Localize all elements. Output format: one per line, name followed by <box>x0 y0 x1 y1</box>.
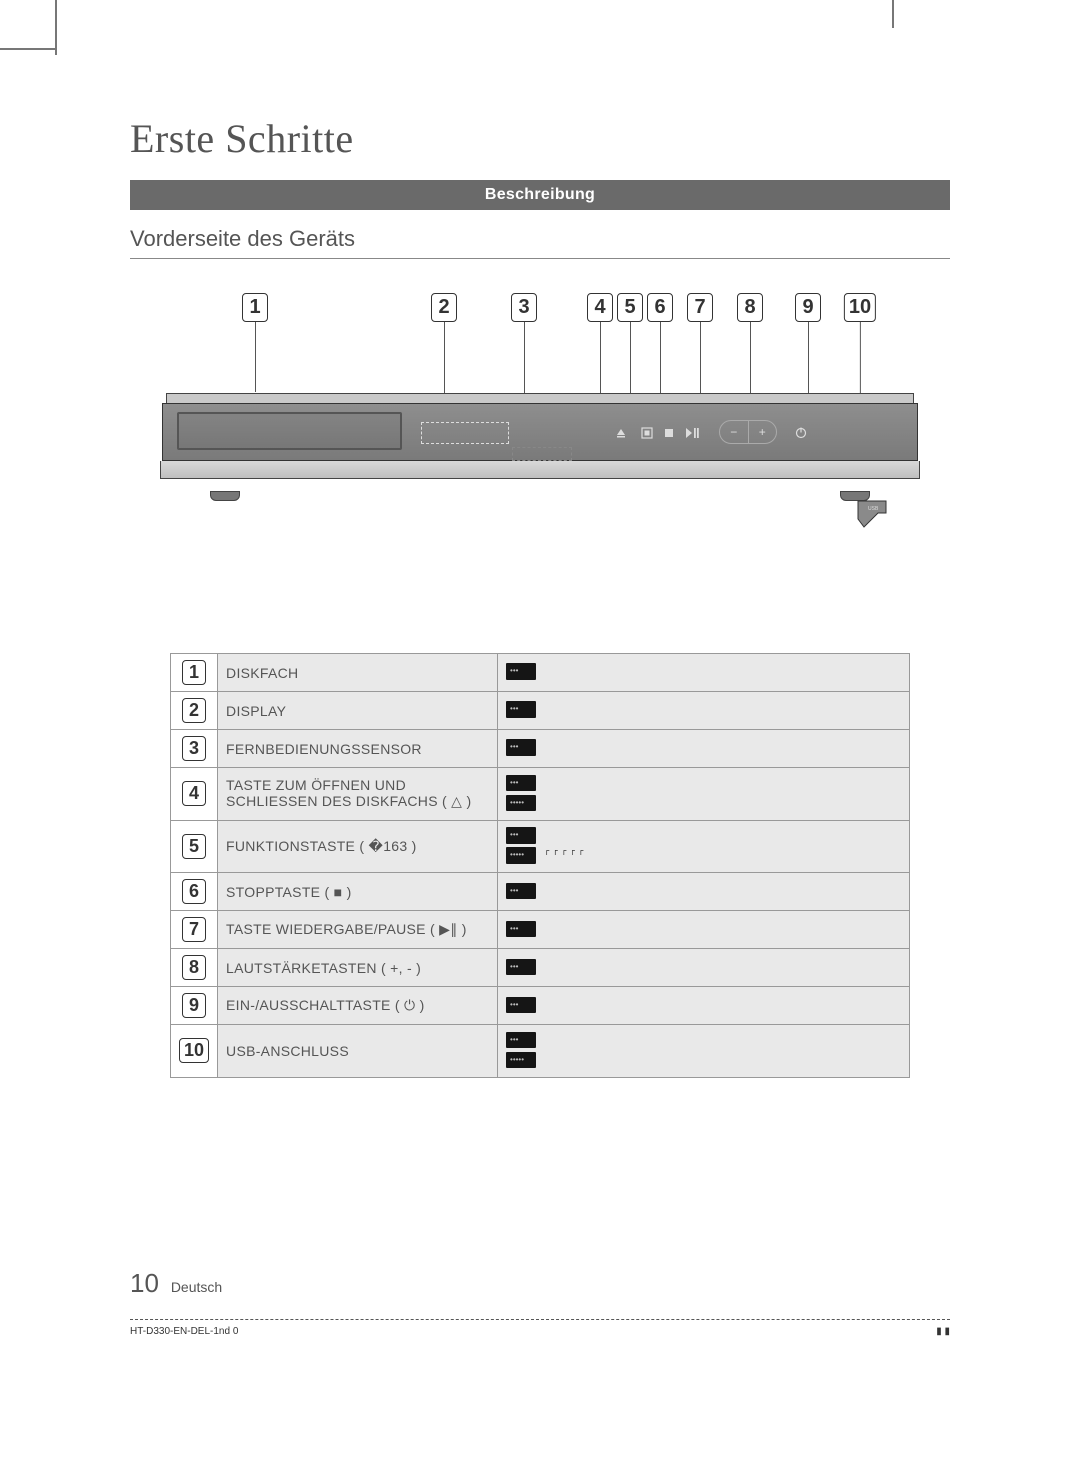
callout-number: 8 <box>737 293 763 322</box>
device-front-diagram: 1 2 3 45678 9 10 − + <box>160 293 920 513</box>
parts-row: 2 DISPLAY••• <box>171 692 910 730</box>
callout-2: 2 <box>431 293 457 404</box>
chapter-title: Erste Schritte <box>130 115 950 162</box>
callout-number: 1 <box>242 293 268 322</box>
page-number: 10 <box>130 1268 159 1298</box>
row-number-badge: 2 <box>182 698 206 723</box>
row-description: ••• <box>498 730 910 768</box>
parts-row: 7 TASTE WIEDERGABE/PAUSE ( ▶∥ )••• <box>171 911 910 949</box>
callout-number: 4 <box>587 293 613 322</box>
print-job-id: HT-D330-EN-DEL-1nd 0 <box>130 1326 238 1339</box>
row-description: ••• <box>498 654 910 692</box>
manual-page: Erste Schritte Beschreibung Vorderseite … <box>130 0 950 1078</box>
page-footer: 10 Deutsch <box>130 1268 222 1299</box>
parts-row: 4 TASTE ZUM ÖFFNEN UND SCHLIESSEN DES DIS… <box>171 768 910 821</box>
row-description: •••••••• <box>498 768 910 821</box>
parts-row: 5 FUNKTIONSTASTE ( �163 )•••••••• ⸀ ⸀ ⸀ ⸀… <box>171 820 910 873</box>
row-label: DISPLAY <box>218 692 498 730</box>
row-label: LAUTSTÄRKETASTEN ( +, - ) <box>218 949 498 987</box>
parts-row: 9 EIN-/AUSSCHALTTASTE ( ⏻ )••• <box>171 987 910 1025</box>
row-number-badge: 3 <box>182 736 206 761</box>
callout-1: 1 <box>242 293 268 392</box>
row-label: EIN-/AUSSCHALTTASTE ( ⏻ ) <box>218 987 498 1025</box>
parts-table: 1DISKFACH•••2DISPLAY•••3FERNBEDIENUNGSSE… <box>170 653 910 1078</box>
row-label: USB-ANSCHLUSS <box>218 1025 498 1078</box>
row-description: •••••••• <box>498 1025 910 1078</box>
parts-row: 10 USB-ANSCHLUSS•••••••• <box>171 1025 910 1078</box>
eject-icon <box>615 426 627 444</box>
volume-minus-icon: − <box>720 421 749 443</box>
row-number-badge: 1 <box>182 660 206 685</box>
row-description: ••• <box>498 949 910 987</box>
callout-number: 7 <box>687 293 713 322</box>
print-footer: HT-D330-EN-DEL-1nd 0 ▮ ▮ <box>130 1319 950 1339</box>
power-icon <box>795 426 807 444</box>
callout-7: 7 <box>687 293 713 408</box>
volume-buttons: − + <box>719 420 777 444</box>
row-number-badge: 6 <box>182 879 206 904</box>
volume-plus-icon: + <box>749 421 777 443</box>
row-label: TASTE WIEDERGABE/PAUSE ( ▶∥ ) <box>218 911 498 949</box>
callout-number: 9 <box>795 293 821 322</box>
row-number-badge: 8 <box>182 955 206 980</box>
parts-row: 1 DISKFACH••• <box>171 654 910 692</box>
usb-port-flap: USB <box>856 499 890 529</box>
row-description: ••• <box>498 987 910 1025</box>
play-pause-icon <box>685 426 699 444</box>
callout-5: 5 <box>617 293 643 408</box>
parts-row: 8 LAUTSTÄRKETASTEN ( +, - )••• <box>171 949 910 987</box>
callout-number: 5 <box>617 293 643 322</box>
row-number-badge: 9 <box>182 993 206 1018</box>
disc-tray <box>177 412 402 450</box>
callout-number: 6 <box>647 293 673 322</box>
subheading: Vorderseite des Geräts <box>130 226 950 259</box>
parts-row: 3 FERNBEDIENUNGSSENSOR••• <box>171 730 910 768</box>
callout-number: 3 <box>511 293 537 322</box>
row-description: ••• <box>498 873 910 911</box>
device-body: − + USB <box>160 393 920 491</box>
callout-9: 9 <box>795 293 821 408</box>
row-label: TASTE ZUM ÖFFNEN UND SCHLIESSEN DES DISK… <box>218 768 498 821</box>
row-number-badge: 10 <box>179 1038 209 1063</box>
row-label: FUNKTIONSTASTE ( �163 ) <box>218 820 498 873</box>
display-area <box>421 422 509 444</box>
row-description: ••• <box>498 911 910 949</box>
row-label: DISKFACH <box>218 654 498 692</box>
row-number-badge: 7 <box>182 917 206 942</box>
callout-6: 6 <box>647 293 673 408</box>
stop-icon <box>663 426 675 444</box>
remote-sensor <box>512 447 572 461</box>
function-icon <box>641 426 653 444</box>
parts-row: 6 STOPPTASTE ( ■ )••• <box>171 873 910 911</box>
row-label: FERNBEDIENUNGSSENSOR <box>218 730 498 768</box>
callout-number: 10 <box>844 293 876 322</box>
row-number-badge: 5 <box>182 834 206 859</box>
callout-8: 8 <box>737 293 763 408</box>
row-label: STOPPTASTE ( ■ ) <box>218 873 498 911</box>
section-bar: Beschreibung <box>130 180 950 210</box>
row-number-badge: 4 <box>182 781 206 806</box>
row-description: ••• <box>498 692 910 730</box>
svg-text:USB: USB <box>868 506 879 512</box>
print-marks: ▮ ▮ <box>936 1326 950 1339</box>
row-description: •••••••• ⸀ ⸀ ⸀ ⸀ ⸀ <box>498 820 910 873</box>
callout-number: 2 <box>431 293 457 322</box>
callout-4: 4 <box>587 293 613 408</box>
page-language: Deutsch <box>171 1279 222 1295</box>
